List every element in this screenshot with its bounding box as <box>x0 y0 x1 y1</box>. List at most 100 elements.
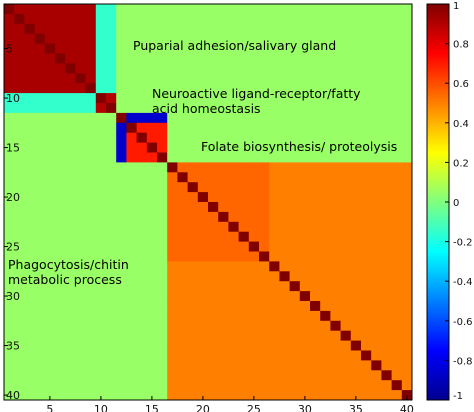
colorbar-tick-label: 0 <box>453 198 459 209</box>
heatmap-cell <box>218 221 229 233</box>
heatmap-cell <box>106 4 117 15</box>
heatmap-cell <box>167 350 178 361</box>
heatmap-cell <box>136 192 148 203</box>
heatmap-cell <box>330 192 341 203</box>
heatmap-cell <box>116 13 127 25</box>
heatmap-cell <box>218 182 229 193</box>
heatmap-cell <box>157 83 168 94</box>
heatmap-cell <box>361 122 372 134</box>
heatmap-cell <box>14 142 25 153</box>
heatmap-cell <box>106 132 117 143</box>
heatmap-cell <box>228 261 239 272</box>
heatmap-cell <box>350 380 362 391</box>
heatmap-cell <box>259 83 270 94</box>
heatmap-cell <box>238 23 250 35</box>
heatmap-cell <box>167 310 178 322</box>
heatmap-cell <box>259 251 270 262</box>
heatmap-cell <box>391 261 403 272</box>
heatmap-cell <box>95 172 107 183</box>
heatmap-cell <box>146 241 158 252</box>
heatmap-cell <box>381 380 392 391</box>
heatmap-cell <box>34 53 46 64</box>
heatmap-cell <box>279 43 290 54</box>
heatmap-cell <box>238 251 250 262</box>
heatmap-cell <box>330 261 341 272</box>
heatmap-cell <box>85 390 97 401</box>
heatmap-cell <box>106 291 117 302</box>
x-tick-label: 30 <box>298 403 312 412</box>
heatmap-cell <box>197 241 209 252</box>
heatmap-cell <box>350 340 362 351</box>
heatmap-cell <box>371 23 382 35</box>
heatmap-cell <box>269 291 280 302</box>
heatmap-cell <box>4 211 15 223</box>
heatmap-cell <box>85 251 97 262</box>
heatmap-cell <box>259 281 270 292</box>
heatmap-cell <box>330 43 341 54</box>
heatmap-cell <box>146 261 158 272</box>
heatmap-cell <box>320 320 331 332</box>
heatmap-cell <box>65 231 76 242</box>
heatmap-cell <box>136 152 148 163</box>
heatmap-cell <box>248 350 260 361</box>
heatmap-cell <box>350 63 362 74</box>
heatmap-cell <box>310 93 321 104</box>
heatmap-cell <box>167 122 178 134</box>
heatmap-cell <box>157 142 168 153</box>
heatmap-cell <box>157 241 168 252</box>
heatmap-cell <box>218 320 229 332</box>
heatmap-cell <box>371 192 382 203</box>
heatmap-cell <box>299 350 311 361</box>
heatmap-cell <box>24 93 35 104</box>
heatmap-cell <box>75 310 86 322</box>
heatmap-cell <box>310 63 321 74</box>
heatmap-cell <box>228 73 239 84</box>
heatmap-cell <box>65 162 76 173</box>
heatmap-cell <box>157 33 168 44</box>
heatmap-cell <box>330 281 341 292</box>
heatmap-cell <box>95 211 107 223</box>
heatmap-cell <box>106 142 117 153</box>
heatmap-cell <box>106 261 117 272</box>
heatmap-cell <box>310 132 321 143</box>
heatmap-cell <box>95 330 107 341</box>
heatmap-cell <box>126 340 137 351</box>
heatmap-cell <box>157 310 168 322</box>
heatmap-cell <box>85 330 97 341</box>
heatmap-cell <box>259 271 270 282</box>
heatmap-cell <box>330 390 341 401</box>
heatmap-cell <box>371 63 382 74</box>
heatmap-cell <box>248 261 260 272</box>
heatmap-cells <box>4 4 413 401</box>
heatmap-cell <box>340 33 352 44</box>
heatmap-cell <box>157 301 168 312</box>
heatmap-cell <box>361 93 372 104</box>
heatmap-cell <box>248 152 260 163</box>
heatmap-cell <box>197 310 209 322</box>
heatmap-cell <box>187 142 199 153</box>
heatmap-cell <box>218 271 229 282</box>
heatmap-cell <box>187 83 199 94</box>
heatmap-cell <box>95 33 107 44</box>
heatmap-cell <box>95 360 107 371</box>
heatmap-cell <box>340 152 352 163</box>
heatmap-cell <box>44 380 56 391</box>
heatmap-cell <box>167 301 178 312</box>
heatmap-cell <box>228 281 239 292</box>
heatmap-cell <box>350 350 362 361</box>
heatmap-cell <box>218 330 229 341</box>
heatmap-cell <box>238 13 250 25</box>
heatmap-cell <box>34 291 46 302</box>
heatmap-cell <box>167 330 178 341</box>
heatmap-cell <box>381 261 392 272</box>
heatmap-cell <box>95 132 107 143</box>
heatmap-cell <box>381 360 392 371</box>
heatmap-cell <box>320 93 331 104</box>
heatmap-cell <box>146 103 158 114</box>
heatmap-cell <box>238 162 250 173</box>
heatmap-cell <box>238 301 250 312</box>
heatmap-cell <box>34 192 46 203</box>
heatmap-cell <box>126 112 137 124</box>
heatmap-cell <box>4 202 15 213</box>
heatmap-cell <box>34 241 46 252</box>
